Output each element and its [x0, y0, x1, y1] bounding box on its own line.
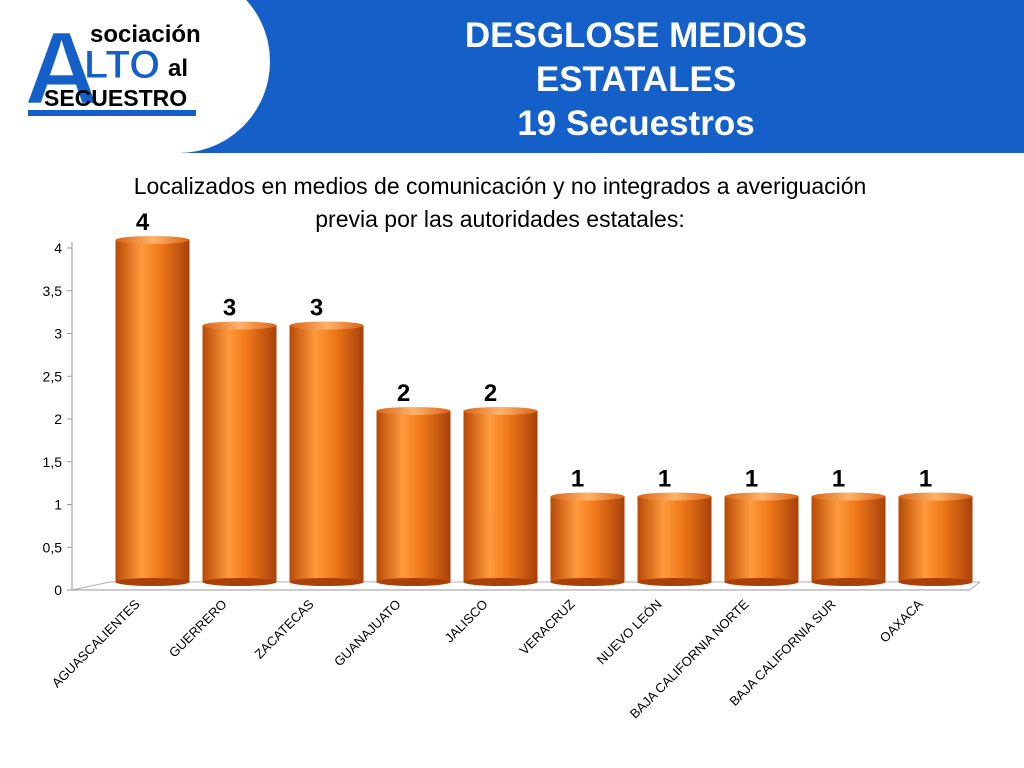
bar — [811, 492, 886, 586]
bar — [463, 407, 538, 586]
bar-body — [550, 496, 625, 582]
title-line-3: 19 Secuestros — [517, 104, 755, 143]
category-label: NUEVO LEÓN — [594, 597, 665, 668]
logo-line2-small: al — [168, 55, 188, 82]
logo-line3: SECUESTRO — [44, 85, 187, 111]
data-label: 4 — [136, 209, 150, 236]
y-tick-label: 1,5 — [43, 454, 63, 470]
subtitle-line-1: Localizados en medios de comunicación y … — [133, 173, 867, 199]
category-label: AGUASCALIENTES — [49, 596, 143, 690]
bar-base — [637, 578, 712, 586]
bar-body — [463, 411, 538, 582]
bar-top — [724, 492, 799, 501]
bar — [550, 492, 625, 586]
data-label: 2 — [484, 380, 497, 407]
bar-base — [376, 578, 451, 586]
title-line-1: DESGLOSE MEDIOS — [464, 16, 808, 55]
bar-base — [811, 578, 886, 586]
bar-top — [376, 407, 451, 415]
data-label: 1 — [571, 466, 584, 493]
bar-body — [289, 325, 364, 582]
bar-body — [724, 496, 799, 582]
bar — [289, 321, 364, 586]
bar — [724, 492, 799, 586]
bar-top — [289, 321, 364, 330]
asociacion-logo: A sociación LTO al SECUESTRO — [23, 10, 200, 124]
y-tick-label: 2,5 — [43, 368, 63, 384]
bar-base — [724, 578, 799, 586]
y-tick-label: 3,5 — [43, 283, 63, 299]
y-tick-label: 3 — [54, 326, 62, 342]
bar — [376, 407, 451, 586]
bar-base — [115, 578, 190, 586]
category-label: OAXACA — [877, 596, 926, 645]
category-label: JALISCO — [442, 597, 491, 646]
category-label: GUANAJUATO — [331, 597, 404, 670]
category-label: VERACRUZ — [516, 596, 577, 657]
logo-line1: sociación — [90, 21, 200, 48]
bar-body — [898, 496, 973, 582]
bar-top — [115, 236, 190, 244]
y-tick-label: 1 — [54, 497, 62, 513]
title-line-2: ESTATALES — [535, 60, 737, 99]
bar-base — [463, 578, 538, 586]
data-label: 1 — [919, 466, 932, 493]
data-label: 1 — [832, 466, 845, 493]
logo-panel — [0, 0, 270, 153]
bar-body — [202, 325, 277, 582]
bar — [115, 236, 190, 586]
data-label: 3 — [223, 295, 236, 322]
bar — [898, 492, 973, 586]
subtitle-line-2: previa por las autoridades estatales: — [315, 206, 685, 232]
bar-base — [202, 578, 277, 586]
bar-body — [637, 496, 712, 582]
data-label: 1 — [658, 466, 671, 493]
bar-body — [811, 496, 886, 582]
category-label: GUERRERO — [166, 597, 230, 661]
category-label: ZACATECAS — [252, 596, 317, 661]
bar-base — [550, 578, 625, 586]
bar-top — [202, 321, 277, 330]
slide-title: DESGLOSE MEDIOS ESTATALES 19 Secuestros — [300, 14, 972, 146]
logo-blue-bar — [28, 110, 196, 116]
y-tick-label: 4 — [54, 240, 62, 256]
bar-top — [463, 407, 538, 415]
bar-top — [550, 492, 625, 501]
floor-right-edge — [969, 581, 981, 591]
bar-base — [289, 578, 364, 586]
bar — [202, 321, 277, 586]
logo-line2-big: LTO — [84, 43, 160, 87]
data-label: 3 — [310, 295, 323, 322]
chart-bars — [115, 236, 973, 586]
y-tick-label: 0,5 — [43, 539, 63, 555]
bar-body — [376, 411, 451, 582]
y-tick-label: 0 — [54, 582, 62, 598]
bar-body — [115, 240, 190, 582]
logo-big-a: A — [24, 11, 99, 124]
bar-top — [811, 492, 886, 501]
bar-top — [637, 492, 712, 501]
y-tick-label: 2 — [54, 411, 62, 427]
bar-top — [898, 492, 973, 501]
bar-base — [898, 578, 973, 586]
data-label: 1 — [745, 466, 758, 493]
data-label: 2 — [397, 380, 410, 407]
chart-subtitle: Localizados en medios de comunicación y … — [20, 170, 980, 236]
bar — [637, 492, 712, 586]
